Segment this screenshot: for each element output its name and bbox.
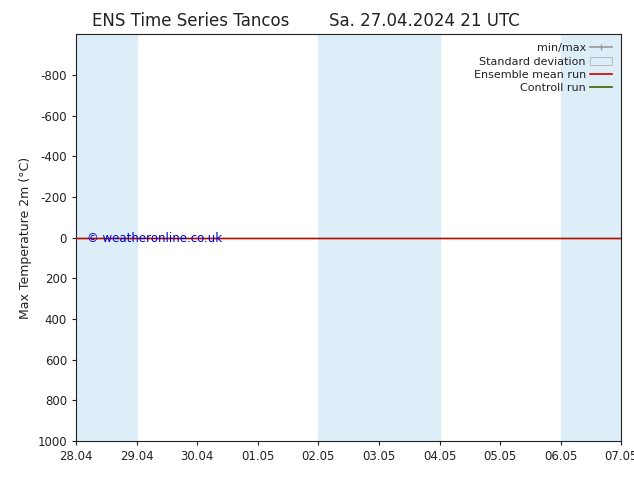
Bar [560,34,634,441]
Text: ENS Time Series Tancos: ENS Time Series Tancos [91,12,289,30]
Bar [318,34,439,441]
Bar [76,34,137,441]
Text: Sa. 27.04.2024 21 UTC: Sa. 27.04.2024 21 UTC [330,12,520,30]
Y-axis label: Max Temperature 2m (°C): Max Temperature 2m (°C) [19,157,32,318]
Text: © weatheronline.co.uk: © weatheronline.co.uk [87,232,222,245]
Legend: min/max, Standard deviation, Ensemble mean run, Controll run: min/max, Standard deviation, Ensemble me… [470,40,616,97]
